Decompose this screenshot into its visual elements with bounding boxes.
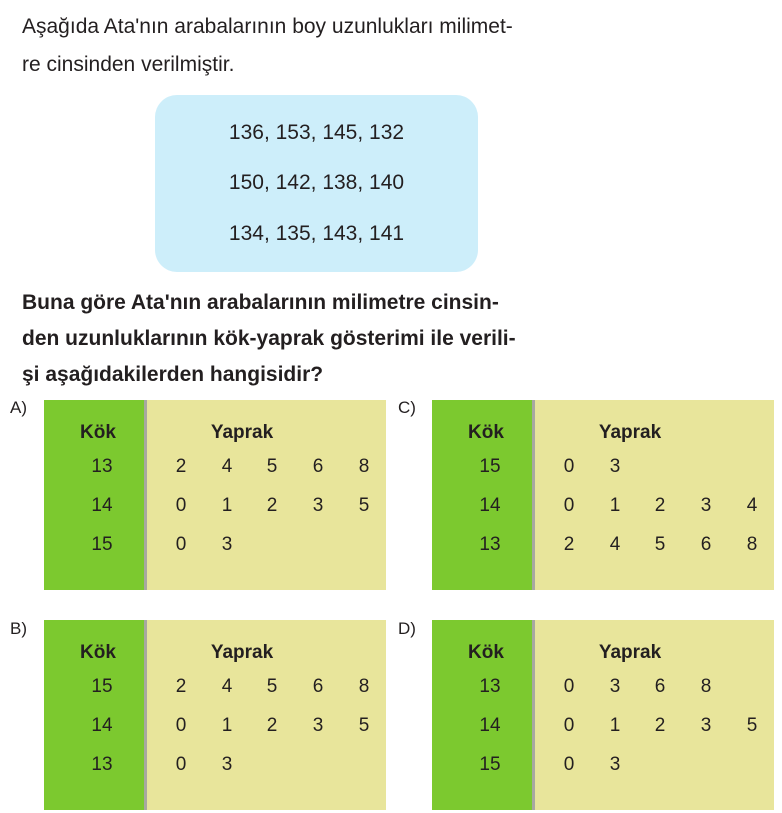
yaprak-value: 3 [312,715,324,736]
stem-leaf-table-c[interactable]: Kök Yaprak 15 0 3 14 0 1 2 3 4 13 2 4 5 6 8 [432,400,774,590]
intro-text: Aşağıda Ata'nın arabalarının boy uzunluk… [22,8,513,84]
yaprak-value: 2 [654,715,666,736]
question-line: şi aşağıdakilerden hangisidir? [22,363,324,386]
yaprak-value: 6 [700,534,712,555]
kok-value: 13 [91,456,113,477]
yaprak-value: 4 [746,495,758,516]
yaprak-header: Yaprak [598,422,662,443]
yaprak-value: 5 [358,495,370,516]
yaprak-value: 8 [358,456,370,477]
yaprak-value: 8 [700,676,712,697]
data-line: 134, 135, 143, 141 [228,222,405,245]
yaprak-value: 4 [609,534,621,555]
kok-header: Kök [80,422,116,443]
stem-leaf-table-a[interactable]: Kök Yaprak 13 2 4 5 6 8 14 0 1 2 3 5 15 0 3 [44,400,386,590]
data-box: 136, 153, 145, 132 150, 142, 138, 140 13… [155,95,478,272]
stem-leaf-table-b[interactable]: Kök Yaprak 15 2 4 5 6 8 14 0 1 2 3 5 13 0 3 [44,620,386,810]
yaprak-value: 0 [563,676,575,697]
yaprak-value: 2 [266,495,278,516]
kok-value: 15 [479,456,501,477]
yaprak-header: Yaprak [598,642,662,663]
yaprak-value: 1 [609,495,621,516]
yaprak-value: 0 [175,534,187,555]
kok-column [44,620,147,810]
yaprak-value: 3 [700,715,712,736]
yaprak-value: 0 [563,456,575,477]
kok-column [44,400,147,590]
yaprak-value: 0 [563,754,575,775]
yaprak-value: 6 [312,676,324,697]
yaprak-value: 3 [221,534,233,555]
option-label-c[interactable]: C) [398,398,416,417]
kok-column [432,400,535,590]
yaprak-value: 3 [312,495,324,516]
yaprak-value: 2 [175,676,187,697]
kok-value: 13 [479,676,501,697]
yaprak-header: Yaprak [210,422,274,443]
question-line: Buna göre Ata'nın arabalarının milimetre… [22,291,499,314]
kok-value: 15 [91,534,113,555]
yaprak-value: 6 [654,676,666,697]
yaprak-value: 1 [221,715,233,736]
question-line: den uzunluklarının kök-yaprak gösterimi … [22,327,516,350]
yaprak-value: 3 [609,754,621,775]
kok-value: 15 [91,676,113,697]
yaprak-value: 2 [654,495,666,516]
kok-value: 13 [479,534,501,555]
kok-value: 13 [91,754,113,775]
yaprak-value: 8 [746,534,758,555]
kok-value: 14 [91,495,113,516]
yaprak-value: 0 [175,715,187,736]
yaprak-value: 4 [221,456,233,477]
kok-header: Kök [468,642,504,663]
option-label-b[interactable]: B) [10,619,27,638]
yaprak-value: 5 [358,715,370,736]
yaprak-value: 8 [358,676,370,697]
data-line: 150, 142, 138, 140 [228,171,405,194]
kok-header: Kök [468,422,504,443]
kok-value: 14 [479,495,501,516]
yaprak-value: 1 [609,715,621,736]
yaprak-value: 2 [266,715,278,736]
yaprak-header: Yaprak [210,642,274,663]
yaprak-value: 5 [266,456,278,477]
kok-value: 14 [91,715,113,736]
yaprak-value: 1 [221,495,233,516]
intro-line: re cinsinden verilmiştir. [22,53,235,76]
intro-line: Aşağıda Ata'nın arabalarının boy uzunluk… [22,15,513,38]
yaprak-value: 5 [746,715,758,736]
kok-column [432,620,535,810]
yaprak-value: 3 [221,754,233,775]
yaprak-value: 5 [266,676,278,697]
yaprak-value: 0 [175,495,187,516]
yaprak-value: 4 [221,676,233,697]
yaprak-value: 2 [563,534,575,555]
data-line: 136, 153, 145, 132 [228,121,405,144]
yaprak-value: 2 [175,456,187,477]
yaprak-value: 0 [563,495,575,516]
option-label-a[interactable]: A) [10,398,27,417]
yaprak-value: 0 [563,715,575,736]
option-label-d[interactable]: D) [398,619,416,638]
stem-leaf-table-d[interactable]: Kök Yaprak 13 0 3 6 8 14 0 1 2 3 5 15 0 3 [432,620,774,810]
kok-value: 15 [479,754,501,775]
yaprak-value: 5 [654,534,666,555]
yaprak-value: 3 [700,495,712,516]
yaprak-value: 6 [312,456,324,477]
yaprak-value: 0 [175,754,187,775]
yaprak-value: 3 [609,676,621,697]
kok-header: Kök [80,642,116,663]
kok-value: 14 [479,715,501,736]
yaprak-value: 3 [609,456,621,477]
question-text: Buna göre Ata'nın arabalarının milimetre… [22,285,516,393]
